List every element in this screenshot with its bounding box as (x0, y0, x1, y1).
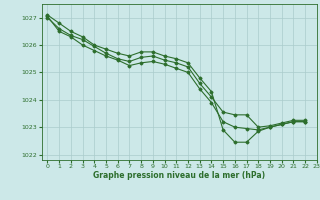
X-axis label: Graphe pression niveau de la mer (hPa): Graphe pression niveau de la mer (hPa) (93, 171, 265, 180)
